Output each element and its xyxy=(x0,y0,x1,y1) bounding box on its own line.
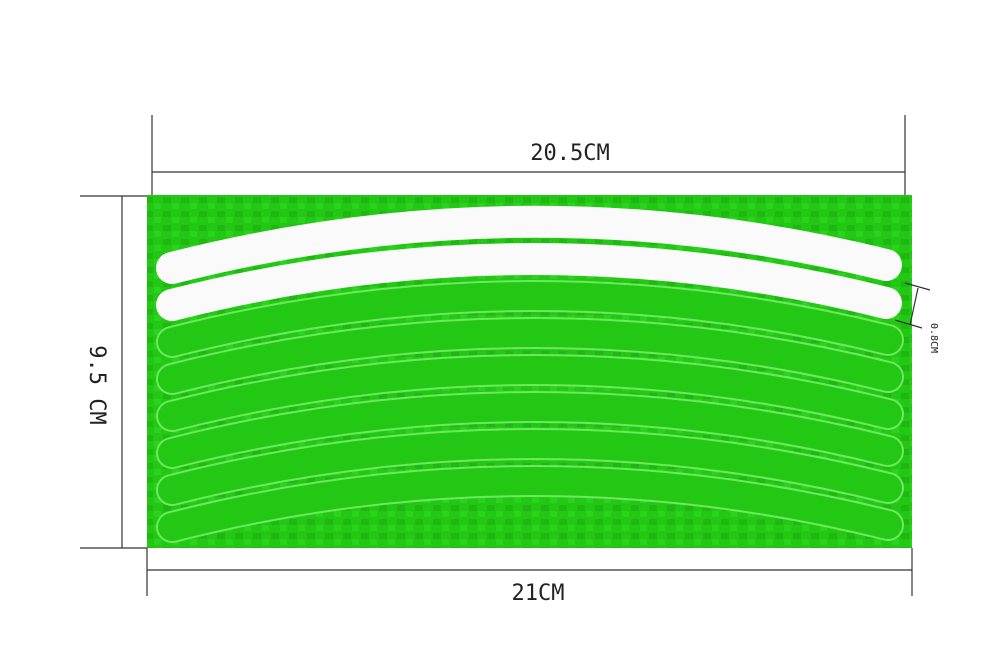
dimension-lines xyxy=(80,115,931,596)
height-label: 9.5 CM xyxy=(84,345,109,424)
top-width-label: 20.5CM xyxy=(530,141,609,166)
strip-width-label: 0.8CM xyxy=(928,323,939,353)
outlined-strips xyxy=(156,280,904,543)
bottom-width-label: 21CM xyxy=(512,581,565,606)
white-strips xyxy=(156,205,902,321)
